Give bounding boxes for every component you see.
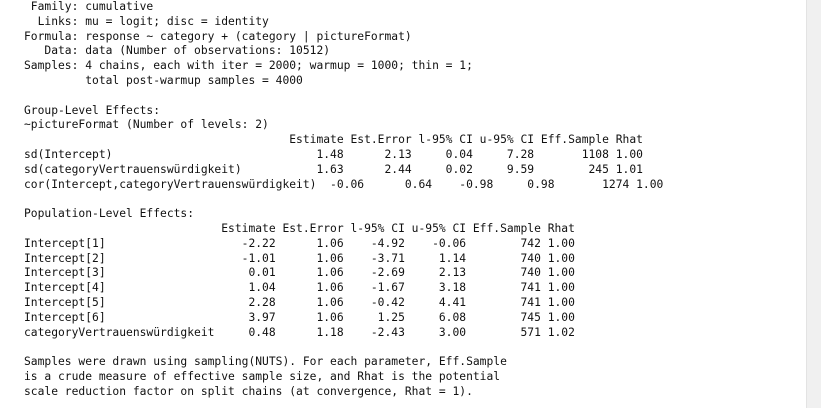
formula-line: Formula: response ~ category + (category… [24,29,412,43]
table-row: Intercept[3] 0.01 1.06 -2.69 2.13 740 1.… [24,266,575,280]
samples-line: Samples: 4 chains, each with iter = 2000… [24,59,473,73]
data-line: Data: data (Number of observations: 1051… [24,44,331,58]
population-level-title: Population-Level Effects: [24,207,195,221]
blank-line [24,192,806,207]
footer-line: Samples were drawn using sampling(NUTS).… [24,355,507,369]
blank-line [24,89,806,104]
table-row: Intercept[1] -2.22 1.06 -4.92 -0.06 742 … [24,236,575,250]
table-row: Intercept[4] 1.04 1.06 -1.67 3.18 741 1.… [24,281,575,295]
family-line: Family: cumulative [24,0,154,13]
group-level-header: Estimate Est.Error l-95% CI u-95% CI Eff… [24,133,643,147]
console-scrollbar[interactable] [806,0,821,408]
links-line: Links: mu = logit; disc = identity [24,14,269,28]
group-level-factor: ~pictureFormat (Number of levels: 2) [24,118,269,132]
table-row: categoryVertrauenswürdigkeit 0.48 1.18 -… [24,325,575,339]
group-level-title: Group-Level Effects: [24,103,161,117]
population-level-header: Estimate Est.Error l-95% CI u-95% CI Eff… [24,221,575,235]
samples-total-line: total post-warmup samples = 4000 [24,73,303,87]
table-row: sd(categoryVertrauenswürdigkeit) 1.63 2.… [24,162,643,176]
table-row: Intercept[2] -1.01 1.06 -3.71 1.14 740 1… [24,251,575,265]
blank-line [24,340,806,355]
model-summary: Family: cumulative Links: mu = logit; di… [24,0,806,398]
footer-line: is a crude measure of effective sample s… [24,369,501,383]
table-row: cor(Intercept,categoryVertrauenswürdigke… [24,177,664,191]
table-row: sd(Intercept) 1.48 2.13 0.04 7.28 1108 1… [24,147,643,161]
table-row: Intercept[5] 2.28 1.06 -0.42 4.41 741 1.… [24,295,575,309]
table-row: Intercept[6] 3.97 1.06 1.25 6.08 745 1.0… [24,310,575,324]
footer-line: scale reduction factor on split chains (… [24,384,473,398]
